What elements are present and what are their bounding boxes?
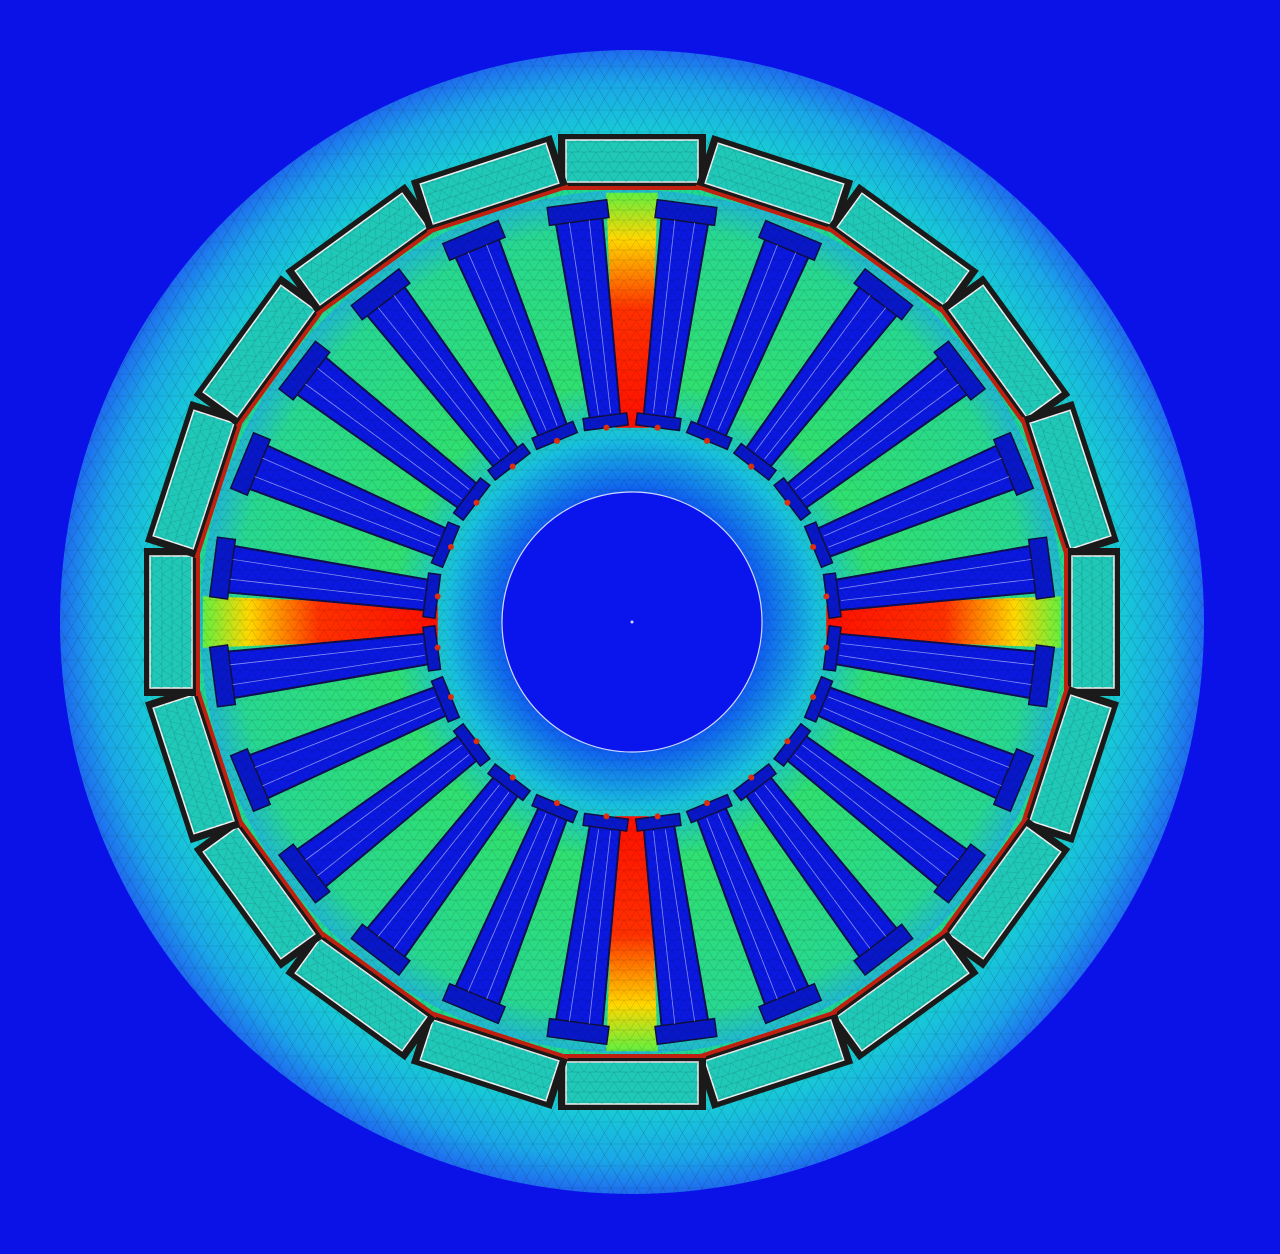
magnet-mesh bbox=[566, 140, 698, 182]
magnet-mesh bbox=[295, 939, 427, 1051]
magnet bbox=[410, 135, 569, 235]
magnet bbox=[826, 927, 979, 1061]
magnet bbox=[285, 183, 438, 317]
magnet bbox=[1064, 548, 1120, 696]
magnet-mesh bbox=[203, 827, 315, 959]
magnet-edge bbox=[315, 927, 438, 1019]
magnet-edge bbox=[695, 1009, 838, 1060]
magnet bbox=[695, 135, 854, 235]
magnet-ring bbox=[144, 134, 1120, 1110]
magnet-edge bbox=[315, 225, 438, 317]
magnet bbox=[558, 134, 706, 190]
magnet-edge bbox=[194, 416, 245, 559]
magnet bbox=[558, 1054, 706, 1110]
magnet-mesh bbox=[203, 285, 315, 417]
magnet-mesh bbox=[837, 193, 969, 305]
magnet-mesh bbox=[566, 1062, 698, 1104]
magnet-edge bbox=[194, 685, 245, 828]
magnet bbox=[193, 816, 327, 969]
center-point bbox=[630, 620, 634, 624]
magnet-mesh bbox=[1030, 410, 1111, 549]
magnet-mesh bbox=[295, 193, 427, 305]
magnet bbox=[1019, 400, 1119, 559]
magnet bbox=[144, 548, 200, 696]
magnet-edge bbox=[426, 184, 569, 235]
magnet-mesh bbox=[1072, 556, 1114, 688]
magnet-edge bbox=[1064, 548, 1068, 696]
magnet-mesh bbox=[420, 143, 559, 224]
magnet-edge bbox=[937, 816, 1029, 939]
magnet-mesh bbox=[150, 556, 192, 688]
magnet-mesh bbox=[705, 1020, 844, 1101]
magnet-edge bbox=[426, 1009, 569, 1060]
magnet-edge bbox=[196, 548, 200, 696]
magnet-edge bbox=[1019, 685, 1070, 828]
magnet-mesh bbox=[1030, 695, 1111, 834]
magnet-edge bbox=[558, 1054, 706, 1058]
magnet-mesh bbox=[705, 143, 844, 224]
magnet bbox=[145, 400, 245, 559]
magnet bbox=[193, 275, 327, 428]
magnet bbox=[285, 927, 438, 1061]
magnet-mesh bbox=[420, 1020, 559, 1101]
magnet-edge bbox=[558, 186, 706, 190]
magnet bbox=[1019, 685, 1119, 844]
magnet bbox=[145, 685, 245, 844]
magnet-edge bbox=[235, 305, 327, 428]
magnet-edge bbox=[695, 184, 838, 235]
magnet-edge bbox=[1019, 416, 1070, 559]
magnet bbox=[937, 816, 1071, 969]
magnet bbox=[937, 275, 1071, 428]
magnet bbox=[410, 1009, 569, 1109]
magnet-mesh bbox=[837, 939, 969, 1051]
magnet-edge bbox=[235, 816, 327, 939]
magnet-mesh bbox=[949, 827, 1061, 959]
magnet-mesh bbox=[153, 410, 234, 549]
magnet bbox=[826, 183, 979, 317]
magnet-mesh bbox=[949, 285, 1061, 417]
magnet-edge bbox=[826, 927, 949, 1019]
magnet bbox=[695, 1009, 854, 1109]
magnet-edge bbox=[826, 225, 949, 317]
magnet-edge bbox=[937, 305, 1029, 428]
magnet-mesh bbox=[153, 695, 234, 834]
